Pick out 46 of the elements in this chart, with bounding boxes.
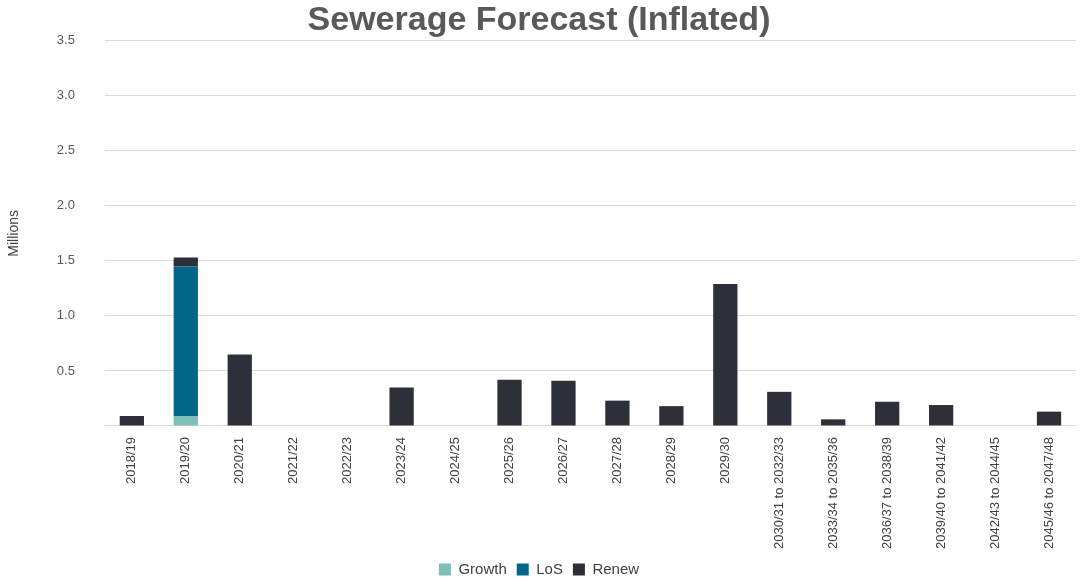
bar [173,416,198,426]
y-tick-label: 0.5 [56,362,75,378]
y-tick-label: 2.5 [56,142,75,158]
bar [713,284,738,426]
x-tick-label: 2045/46 to 2047/48 [1040,436,1056,550]
x-tick-label: 2026/27 [555,436,571,484]
x-tick-label: 2020/21 [231,436,247,484]
bar [875,401,900,426]
bar [605,400,630,426]
chart-title: Sewerage Forecast (Inflated) [307,0,771,37]
x-tick-label: 2039/40 to 2041/42 [932,436,948,550]
y-tick-label: 3.0 [56,87,75,103]
x-tick-label: 2028/29 [662,436,678,484]
bar [821,419,846,426]
y-axis-title: Millions [5,210,22,257]
x-tick-label: 2036/37 to 2038/39 [878,436,894,550]
bar [119,416,144,426]
x-tick-label: 2029/30 [716,436,732,484]
x-tick-label: 2027/28 [608,436,624,484]
bar [497,379,522,426]
bar [659,406,684,426]
bar [173,266,198,417]
bar [928,405,954,426]
bar [551,380,576,426]
x-tick-label: 2030/31 to 2032/33 [770,436,786,550]
legend-label: Renew [592,559,640,577]
bar [1036,411,1062,426]
bar [767,391,792,426]
bar [227,354,252,426]
x-tick-label: 2025/26 [501,436,517,484]
x-tick-label: 2018/19 [123,436,139,484]
bar [173,257,198,267]
y-tick-label: 1.0 [56,307,75,323]
x-tick-label: 2019/20 [177,436,193,484]
x-tick-label: 2024/25 [447,436,463,484]
y-tick-label: 2.0 [56,197,75,213]
x-tick-label: 2042/43 to 2044/45 [986,436,1002,550]
x-tick-label: 2022/23 [339,436,355,484]
y-tick-label: 1.5 [56,252,75,268]
y-tick-label: 3.5 [56,32,75,48]
x-tick-label: 2033/34 to 2035/36 [824,436,840,550]
x-tick-label: 2021/22 [285,436,301,484]
legend-label: LoS [536,559,563,577]
legend-label: Growth [458,559,507,577]
x-tick-label: 2023/24 [393,436,409,484]
bar [389,387,414,426]
